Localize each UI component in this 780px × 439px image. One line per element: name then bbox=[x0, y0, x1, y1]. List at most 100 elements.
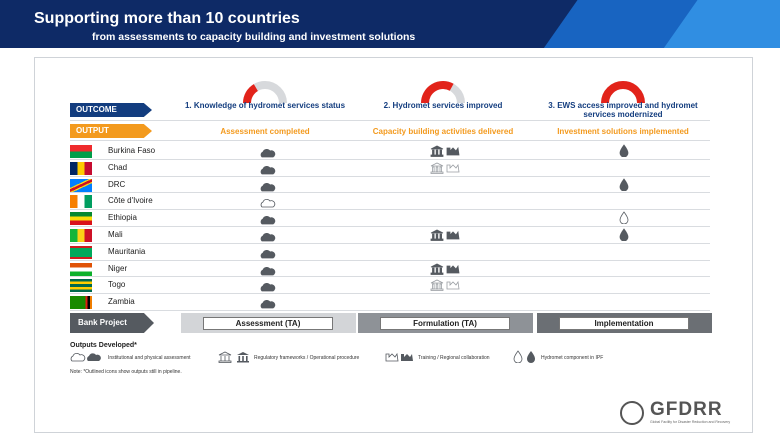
capacity-building-icon bbox=[430, 228, 462, 246]
flag-icon bbox=[70, 161, 92, 175]
legend-cloud-icons bbox=[70, 352, 101, 362]
legend-institution-icons bbox=[218, 351, 249, 363]
outcome-1-heading: 1. Knowledge of hydromet services status bbox=[184, 101, 346, 110]
bank-project-label: Bank Project bbox=[70, 313, 154, 333]
gfdrr-logo: GFDRR Global Facility for Disaster Reduc… bbox=[620, 398, 740, 428]
page-title: Supporting more than 10 countries bbox=[34, 10, 300, 27]
country-name: Niger bbox=[108, 263, 128, 273]
globe-icon bbox=[620, 401, 644, 425]
assessment-cloud-icon bbox=[260, 229, 276, 247]
row-divider bbox=[70, 259, 710, 261]
row-divider bbox=[70, 175, 710, 177]
flag-icon bbox=[70, 195, 92, 209]
assessment-cloud-icon bbox=[260, 145, 276, 163]
header-banner: Supporting more than 10 countries from a… bbox=[0, 0, 780, 48]
logo-name: GFDRR bbox=[650, 399, 723, 420]
investment-drop-icon bbox=[618, 177, 630, 196]
country-row: Burkina Faso bbox=[70, 142, 710, 158]
progress-gauge-3 bbox=[601, 81, 645, 103]
country-name: Togo bbox=[108, 280, 126, 290]
bank-project-col-3: Implementation bbox=[537, 313, 712, 333]
legend-item-hydromet: Hydromet component in IPF bbox=[541, 355, 604, 361]
bank-project-formulation: Formulation (TA) bbox=[380, 317, 510, 330]
legend-item-training: Training / Regional collaboration bbox=[418, 355, 490, 361]
capacity-building-icon bbox=[430, 262, 462, 280]
bank-project-col-2: Formulation (TA) bbox=[358, 313, 533, 333]
logo-tagline: Global Facility for Disaster Reduction a… bbox=[650, 420, 731, 424]
assessment-cloud-icon bbox=[260, 263, 276, 281]
country-name: Côte d'Ivoire bbox=[108, 196, 153, 206]
country-name: Mali bbox=[108, 230, 123, 239]
page-subtitle: from assessments to capacity building an… bbox=[92, 31, 416, 43]
outcome-2-heading: 2. Hydromet services improved bbox=[383, 101, 503, 110]
bank-project-assessment: Assessment (TA) bbox=[203, 317, 333, 330]
legend-training-icons bbox=[385, 352, 413, 362]
row-divider bbox=[70, 293, 710, 295]
outcome-row-label: OUTCOME bbox=[70, 103, 152, 117]
bank-project-implementation: Implementation bbox=[559, 317, 689, 330]
legend-item-assessment: Institutional and physical assessment bbox=[108, 355, 191, 361]
country-name: Burkina Faso bbox=[108, 146, 156, 155]
country-row: Togo bbox=[70, 276, 710, 293]
assessment-cloud-icon bbox=[260, 296, 276, 314]
progress-gauge-1 bbox=[243, 81, 287, 103]
country-row: Mauritania bbox=[70, 243, 710, 259]
row-divider bbox=[70, 209, 710, 211]
outcome-3-heading: 3. EWS access improved and hydromet serv… bbox=[548, 101, 698, 119]
row-divider bbox=[70, 276, 710, 278]
assessment-cloud-icon bbox=[260, 212, 276, 230]
divider bbox=[70, 120, 710, 121]
legend-note: Note: *Outlined icons show outputs still… bbox=[70, 369, 182, 375]
country-row: Niger bbox=[70, 260, 710, 276]
row-divider bbox=[70, 242, 710, 244]
capacity-building-icon bbox=[430, 161, 462, 179]
flag-icon bbox=[70, 296, 92, 310]
assessment-cloud-icon bbox=[260, 195, 276, 213]
output-3-label: Investment solutions implemented bbox=[557, 127, 689, 136]
assessment-cloud-icon bbox=[260, 246, 276, 264]
legend-item-regulatory: Regulatory frameworks / Operational proc… bbox=[254, 355, 360, 361]
flag-icon bbox=[70, 279, 92, 293]
row-divider bbox=[70, 192, 710, 194]
country-row: Ethiopia bbox=[70, 209, 710, 226]
country-name: Chad bbox=[108, 162, 128, 172]
output-row-label: OUTPUT bbox=[70, 124, 152, 138]
flag-icon bbox=[70, 145, 92, 158]
row-divider bbox=[70, 310, 710, 311]
gauge-fill bbox=[601, 81, 645, 103]
legend-title: Outputs Developed* bbox=[70, 342, 137, 349]
country-name: Zambia bbox=[108, 297, 135, 307]
assessment-cloud-icon bbox=[260, 279, 276, 297]
country-name: Mauritania bbox=[108, 246, 146, 256]
divider bbox=[70, 140, 710, 141]
country-row: Chad bbox=[70, 159, 710, 175]
investment-drop-icon bbox=[618, 211, 630, 229]
flag-icon bbox=[70, 262, 92, 276]
bank-project-col-1: Assessment (TA) bbox=[181, 313, 356, 333]
investment-drop-icon bbox=[618, 228, 630, 246]
country-name: Ethiopia bbox=[108, 213, 137, 223]
output-1-label: Assessment completed bbox=[220, 127, 310, 136]
flag-icon bbox=[70, 212, 92, 226]
legend-drop-icons bbox=[513, 350, 535, 363]
country-name: DRC bbox=[108, 179, 126, 189]
gauge-fill bbox=[243, 84, 259, 103]
row-divider bbox=[70, 226, 710, 227]
flag-icon bbox=[70, 229, 92, 242]
row-divider bbox=[70, 158, 710, 160]
assessment-cloud-icon bbox=[260, 179, 276, 197]
content-frame bbox=[34, 57, 753, 433]
country-row: DRC bbox=[70, 176, 710, 192]
country-row: Mali bbox=[70, 226, 710, 242]
capacity-building-icon bbox=[430, 278, 462, 296]
flag-icon bbox=[70, 178, 92, 192]
country-row: Zambia bbox=[70, 293, 710, 310]
country-row: Côte d'Ivoire bbox=[70, 192, 710, 209]
gauge-fill bbox=[421, 81, 454, 103]
capacity-building-icon bbox=[430, 144, 462, 162]
investment-drop-icon bbox=[618, 144, 630, 162]
assessment-cloud-icon bbox=[260, 162, 276, 180]
flag-icon bbox=[70, 245, 92, 259]
progress-gauge-2 bbox=[421, 81, 465, 103]
output-2-label: Capacity building activities delivered bbox=[372, 127, 514, 136]
